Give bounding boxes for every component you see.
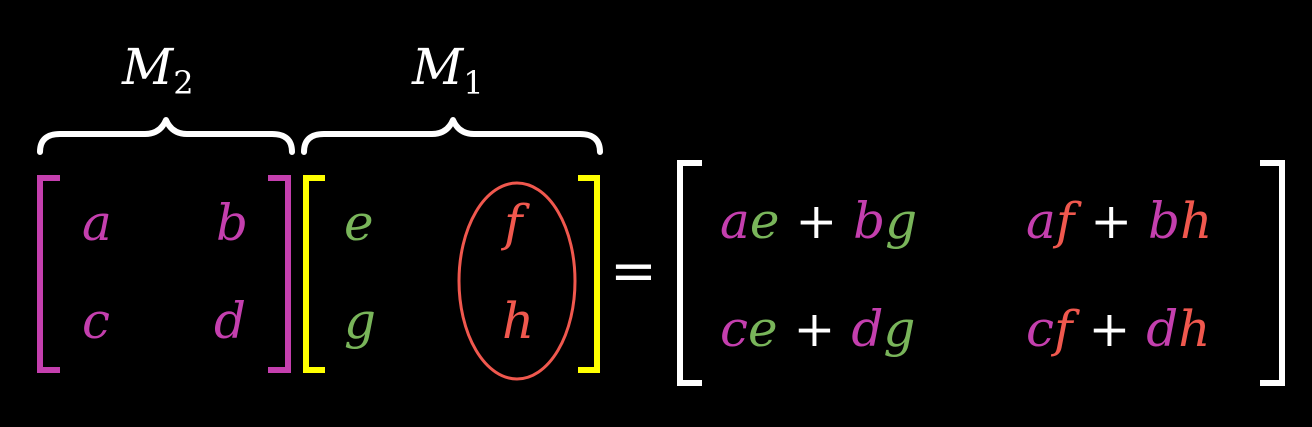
bracket-m1-right <box>578 175 600 373</box>
brace-m2 <box>37 117 295 155</box>
label-m1: M1 <box>412 38 484 102</box>
result-r2c2: cf + dh <box>1026 300 1211 358</box>
equals-sign: = <box>610 239 657 304</box>
m2-entry-c: c <box>82 292 111 350</box>
label-m2: M2 <box>122 38 194 102</box>
m1-entry-e: e <box>344 194 374 252</box>
bracket-result-left <box>677 160 702 386</box>
bracket-m2-right <box>268 175 291 373</box>
m2-entry-b: b <box>216 194 249 252</box>
m1-entry-g: g <box>344 292 377 350</box>
bracket-result-right <box>1260 160 1285 386</box>
bracket-m1-left <box>303 175 325 373</box>
m1-entry-f: f <box>504 194 523 252</box>
m2-entry-d: d <box>214 292 247 350</box>
result-r2c1: ce + dg <box>720 300 916 358</box>
bracket-m2-left <box>37 175 60 373</box>
m2-entry-a: a <box>82 194 112 252</box>
column-highlight-ellipse <box>457 181 577 381</box>
m1-entry-h: h <box>502 292 535 350</box>
result-r1c1: ae + bg <box>720 192 918 250</box>
brace-m1 <box>301 117 603 155</box>
result-r1c2: af + bh <box>1026 192 1213 250</box>
